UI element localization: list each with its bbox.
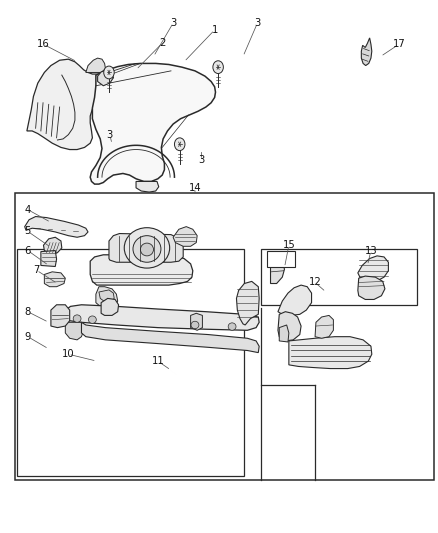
- Polygon shape: [278, 312, 301, 341]
- Polygon shape: [109, 233, 183, 262]
- Text: 9: 9: [25, 332, 31, 342]
- Polygon shape: [86, 58, 106, 72]
- Polygon shape: [271, 261, 285, 284]
- Ellipse shape: [124, 228, 170, 268]
- Polygon shape: [315, 316, 333, 338]
- Text: 2: 2: [159, 38, 166, 48]
- Text: 7: 7: [33, 265, 40, 275]
- Text: 6: 6: [25, 246, 31, 255]
- Text: 16: 16: [37, 39, 50, 49]
- Polygon shape: [98, 70, 113, 86]
- Text: 4: 4: [25, 205, 31, 215]
- Circle shape: [174, 138, 185, 151]
- Polygon shape: [44, 272, 65, 287]
- Polygon shape: [136, 181, 159, 192]
- Bar: [261, 249, 417, 305]
- Text: 12: 12: [309, 278, 321, 287]
- Ellipse shape: [191, 321, 199, 329]
- Polygon shape: [27, 59, 113, 150]
- Text: 14: 14: [189, 183, 201, 193]
- Text: 3: 3: [170, 18, 176, 28]
- Text: 3: 3: [107, 130, 113, 140]
- Polygon shape: [361, 38, 372, 66]
- Polygon shape: [275, 255, 280, 262]
- Polygon shape: [90, 63, 215, 184]
- Text: 3: 3: [254, 18, 261, 28]
- Polygon shape: [173, 227, 197, 246]
- Text: 1: 1: [212, 25, 218, 35]
- Polygon shape: [51, 305, 70, 328]
- Polygon shape: [96, 287, 118, 308]
- Bar: [14, 193, 434, 480]
- FancyBboxPatch shape: [267, 251, 295, 267]
- Polygon shape: [41, 251, 57, 266]
- Polygon shape: [289, 337, 372, 368]
- Ellipse shape: [228, 323, 236, 330]
- Polygon shape: [101, 298, 119, 316]
- Polygon shape: [65, 322, 84, 340]
- Polygon shape: [279, 325, 289, 342]
- Polygon shape: [62, 305, 259, 330]
- Text: 5: 5: [25, 227, 31, 237]
- Text: 17: 17: [392, 39, 405, 49]
- Text: 15: 15: [283, 240, 295, 250]
- Polygon shape: [237, 281, 259, 325]
- Text: 11: 11: [152, 356, 164, 366]
- Polygon shape: [81, 322, 259, 353]
- Text: 3: 3: [198, 155, 205, 165]
- Ellipse shape: [73, 315, 81, 322]
- Polygon shape: [278, 285, 311, 316]
- Polygon shape: [191, 313, 202, 330]
- Circle shape: [104, 66, 114, 79]
- Polygon shape: [43, 237, 62, 254]
- Text: (LH): (LH): [271, 254, 291, 263]
- Polygon shape: [90, 255, 193, 285]
- Polygon shape: [358, 276, 385, 300]
- Polygon shape: [358, 256, 389, 282]
- Polygon shape: [25, 216, 88, 237]
- Circle shape: [213, 61, 223, 74]
- Ellipse shape: [141, 243, 153, 256]
- Ellipse shape: [88, 316, 96, 324]
- Text: 13: 13: [364, 246, 377, 255]
- Text: 8: 8: [25, 306, 31, 317]
- Polygon shape: [99, 290, 114, 302]
- Ellipse shape: [133, 236, 161, 262]
- Bar: [17, 249, 244, 477]
- Text: 10: 10: [62, 349, 75, 359]
